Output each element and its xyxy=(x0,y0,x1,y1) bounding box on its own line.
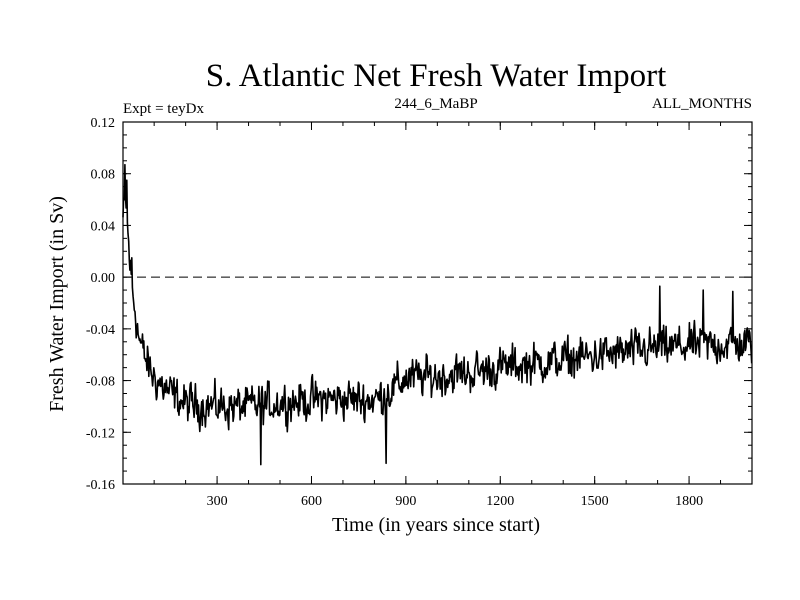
chart-title: S. Atlantic Net Fresh Water Import xyxy=(206,58,667,94)
y-tick-label: 0.00 xyxy=(91,271,116,286)
run-label: 244_6_MaBP xyxy=(394,96,477,112)
x-tick-label: 1800 xyxy=(675,494,703,509)
x-tick-label: 900 xyxy=(395,494,416,509)
axis-ticks: 0.12 0.08 0.04 0.00 -0.04 -0.08 -0.12 -0.16 300 6… xyxy=(86,116,752,509)
x-axis-label: Time (in years since start) xyxy=(332,514,540,536)
y-tick-label: -0.08 xyxy=(86,375,115,390)
y-tick-label: 0.04 xyxy=(91,219,116,234)
y-axis-label: Fresh Water Import (in Sv) xyxy=(46,196,68,412)
plot-area: 0.12 0.08 0.04 0.00 -0.04 -0.08 -0.12 -0.16 300 6… xyxy=(86,116,753,509)
y-tick-label: -0.12 xyxy=(86,426,115,441)
experiment-label: Expt = teyDx xyxy=(123,101,204,117)
x-tick-label: 1500 xyxy=(581,494,609,509)
y-tick-label: -0.04 xyxy=(86,323,115,338)
x-tick-label: 1200 xyxy=(486,494,514,509)
series-line xyxy=(122,163,753,466)
x-tick-label: 300 xyxy=(207,494,228,509)
y-tick-label: 0.12 xyxy=(91,116,116,131)
months-label: ALL_MONTHS xyxy=(652,96,752,112)
y-tick-label: 0.08 xyxy=(91,168,116,183)
x-tick-label: 600 xyxy=(301,494,322,509)
plot-frame xyxy=(122,121,753,485)
y-tick-label: -0.16 xyxy=(86,478,115,493)
